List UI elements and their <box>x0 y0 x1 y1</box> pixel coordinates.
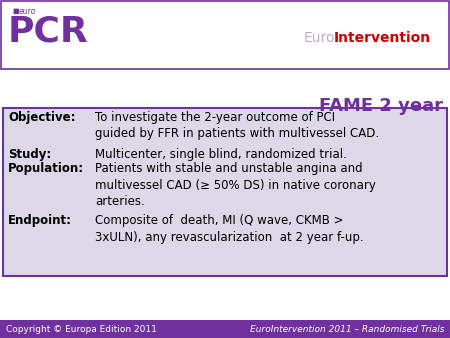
Text: Multicenter, single blind, randomized trial.: Multicenter, single blind, randomized tr… <box>95 148 347 161</box>
Text: Population:: Population: <box>8 162 84 175</box>
Text: EuroIntervention 2011 – Randomised Trials: EuroIntervention 2011 – Randomised Trial… <box>249 324 444 334</box>
FancyBboxPatch shape <box>0 320 450 338</box>
Text: Endpoint:: Endpoint: <box>8 214 72 227</box>
Text: FAME 2 year: FAME 2 year <box>319 97 443 115</box>
Text: ■: ■ <box>12 8 18 14</box>
Text: Euro: Euro <box>304 31 336 45</box>
Text: Copyright © Europa Edition 2011: Copyright © Europa Edition 2011 <box>6 324 157 334</box>
FancyBboxPatch shape <box>1 1 449 69</box>
Text: euro: euro <box>19 7 36 16</box>
Text: Composite of  death, MI (Q wave, CKMB >
3xULN), any revascularization  at 2 year: Composite of death, MI (Q wave, CKMB > 3… <box>95 214 364 243</box>
Text: To investigate the 2-year outcome of PCI
guided by FFR in patients with multives: To investigate the 2-year outcome of PCI… <box>95 111 379 141</box>
Text: Study:: Study: <box>8 148 51 161</box>
FancyBboxPatch shape <box>3 108 447 276</box>
Text: PCR: PCR <box>8 14 89 48</box>
Text: Patients with stable and unstable angina and
multivessel CAD (≥ 50% DS) in nativ: Patients with stable and unstable angina… <box>95 162 376 208</box>
Text: Objective:: Objective: <box>8 111 76 124</box>
Text: Intervention: Intervention <box>334 31 431 45</box>
